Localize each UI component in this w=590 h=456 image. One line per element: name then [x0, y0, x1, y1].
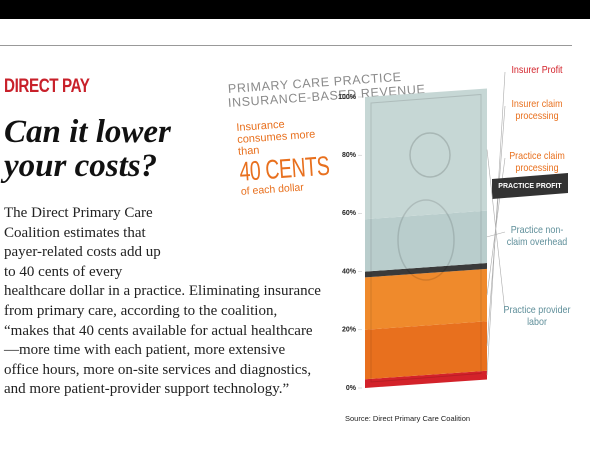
- legend-label: Practice non-claim overhead: [506, 224, 568, 248]
- leader-line: [486, 149, 506, 313]
- bar-segment: [365, 370, 487, 388]
- body-paragraph: The Direct Primary Care Coalition estima…: [4, 205, 321, 398]
- tag: [492, 173, 568, 199]
- bill-border: [370, 93, 482, 383]
- body-text: The Direct Primary Care Coalition estima…: [4, 204, 322, 400]
- y-tick-label: 80%: [342, 152, 357, 159]
- legend-label: Insurer claim processing: [511, 98, 563, 122]
- source: Source: Direct Primary Care Coalition: [345, 414, 470, 423]
- y-tick-label: 20%: [342, 327, 357, 334]
- title-line: Can it lower: [4, 114, 171, 150]
- bar-segment: [365, 210, 487, 272]
- top-bar: [0, 0, 590, 19]
- legend-label: Insurer Profit: [511, 64, 563, 76]
- bill-portrait: [397, 199, 455, 281]
- legend-label: Practice provider labor: [503, 304, 571, 328]
- y-tick-label: 60%: [342, 210, 357, 217]
- title-line: your costs?: [4, 148, 158, 184]
- y-tick-label: 40%: [342, 268, 357, 275]
- y-tick-label: 0%: [346, 385, 357, 392]
- y-tick-label: 100%: [338, 94, 357, 101]
- kicker: DIRECT PAY: [4, 76, 90, 97]
- rule: [0, 45, 572, 46]
- legend-label: Practice claim processing: [509, 150, 565, 174]
- legend-label: PRACTICE PROFIT: [498, 183, 562, 190]
- bill-seal: [409, 132, 451, 178]
- bar-segment: [365, 321, 487, 380]
- leader-line: [486, 231, 506, 238]
- bar-segment: [365, 268, 487, 330]
- bar-segment: [365, 263, 487, 278]
- bar-segment: [365, 88, 487, 220]
